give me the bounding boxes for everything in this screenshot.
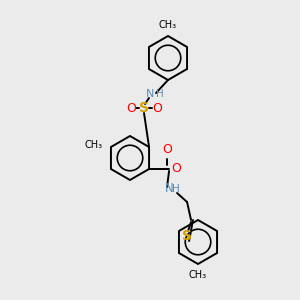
Text: H: H — [172, 184, 180, 194]
Text: O: O — [126, 101, 136, 115]
Text: H: H — [156, 89, 164, 99]
Text: O: O — [171, 161, 181, 175]
Text: S: S — [139, 101, 149, 115]
Text: N: N — [165, 182, 173, 196]
Text: N: N — [146, 89, 154, 99]
Text: O: O — [162, 143, 172, 156]
Text: CH₃: CH₃ — [85, 140, 103, 150]
Text: CH₃: CH₃ — [159, 20, 177, 30]
Text: S: S — [182, 229, 192, 243]
Text: O: O — [152, 101, 162, 115]
Text: CH₃: CH₃ — [189, 270, 207, 280]
